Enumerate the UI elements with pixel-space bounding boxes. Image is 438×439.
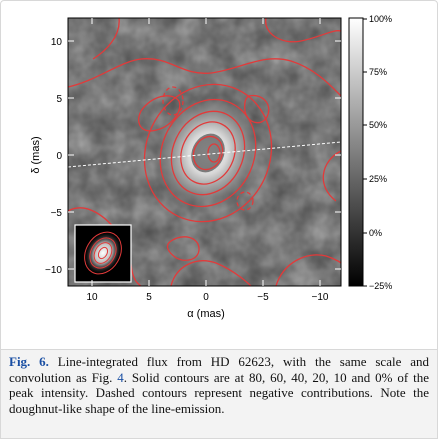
contour-line [166,236,200,261]
contour-line [159,98,257,208]
x-tick-label: 10 [86,292,98,303]
colorbar-tick-label: 100% [369,14,392,24]
caption-text: Line-integrated flux from HD 62623, with… [9,354,429,385]
x-tick-label: −10 [312,292,329,303]
x-axis-label: α (mas) [187,308,225,320]
tick-marks [68,18,341,286]
contour-line [170,260,252,286]
contour-dashed [236,191,254,211]
contour-line [68,58,341,97]
contour-line [192,135,224,171]
y-axis-label: δ (mas) [30,136,42,173]
contour-line [265,18,341,43]
colorbar-tick-label: 0% [369,228,382,238]
flux-map [68,18,341,286]
baseline-line [68,141,341,168]
contour-line [180,121,236,185]
contour-line [275,254,341,286]
contour-line [143,83,273,223]
colorbar-tick-label: 25% [369,174,387,184]
figure-caption: Fig. 6. Line-integrated flux from HD 626… [0,350,438,439]
contour-line [170,110,246,196]
colorbar-tick-label: −25% [369,281,392,291]
colorbar-tick-label: 75% [369,67,387,77]
contour-line [322,150,341,202]
x-tick-label: −5 [257,292,269,303]
x-tick-label: 5 [146,292,152,303]
contour-dashed [162,86,184,116]
beam-inset [74,224,132,283]
y-tick-label: 5 [56,94,62,105]
caption-label[interactable]: Fig. 6. [9,354,49,369]
plot-frame [67,17,342,287]
figure-svg: 10 5 0 −5 −10 α (mas) 10 5 0 −5 −10 δ (m… [30,14,392,320]
caption-text: . Solid contours are at 80, 60, 40, 20, … [9,369,429,416]
contour-line [243,94,270,124]
contour-line [138,95,181,132]
figure-reference-link[interactable]: 4 [117,369,124,385]
x-tick-label: 0 [203,292,209,303]
colorbar: 100% 75% 50% 25% 0% −25% [348,14,392,291]
y-tick-label: 10 [51,37,63,48]
y-tick-label: −10 [45,265,62,276]
y-tick-label: −5 [51,208,63,219]
colorbar-tick-label: 50% [369,120,387,130]
contour-line [92,18,120,60]
figure-panel: 10 5 0 −5 −10 α (mas) 10 5 0 −5 −10 δ (m… [0,0,438,350]
y-tick-label: 0 [56,151,62,162]
